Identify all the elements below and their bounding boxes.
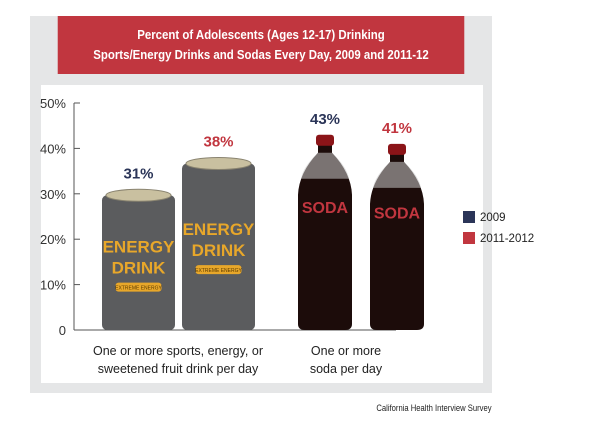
y-tick-label: 50% (40, 96, 66, 111)
can-badge (195, 265, 242, 275)
x-category-label: One or more sports, energy, or (93, 344, 263, 358)
title-line-1: Percent of Adolescents (Ages 12-17) Drin… (137, 27, 385, 42)
bottle-neck (301, 152, 349, 179)
legend-swatch (463, 232, 475, 244)
x-category-label: One or more (311, 344, 381, 358)
bottle-neck (373, 161, 421, 188)
y-tick-label: 10% (40, 278, 66, 293)
bottle-text: SODA (374, 205, 421, 222)
data-label: 41% (382, 120, 412, 137)
y-tick-label: 30% (40, 187, 66, 202)
legend-swatch (463, 211, 475, 223)
x-category-label: soda per day (310, 362, 383, 376)
can-text: DRINK (112, 259, 167, 278)
chart-title: Percent of Adolescents (Ages 12-17) Drin… (57, 16, 465, 74)
can-lid (105, 188, 172, 202)
energy-drink-can-bar (102, 195, 175, 330)
can-text: DRINK (192, 241, 247, 260)
title-line-2: Sports/Energy Drinks and Sodas Every Day… (93, 47, 429, 62)
legend-label: 2009 (480, 212, 506, 224)
can-badge-text: EXTREME ENERGY (115, 286, 162, 292)
can-lid (185, 156, 252, 170)
can-badge (115, 282, 162, 292)
bottle-cap (388, 143, 406, 155)
data-label: 31% (123, 165, 153, 182)
data-label: 38% (203, 133, 233, 150)
y-tick-label: 20% (40, 232, 66, 247)
soda-bottle-bar (370, 153, 424, 330)
can-text: ENERGY (183, 220, 255, 239)
bottle-text: SODA (302, 200, 349, 217)
data-label: 43% (310, 111, 340, 128)
bottle-cap (316, 134, 334, 146)
legend-label: 2011-2012 (480, 233, 534, 245)
x-category-label: sweetened fruit drink per day (98, 362, 259, 376)
can-badge-text: EXTREME ENERGY (195, 268, 242, 274)
energy-drink-can-bar (182, 163, 255, 330)
y-tick-label: 0 (59, 323, 66, 338)
can-text: ENERGY (103, 238, 175, 257)
source-note: California Health Interview Survey (376, 403, 492, 413)
soda-bottle-bar (298, 144, 352, 330)
y-tick-label: 40% (40, 141, 66, 156)
